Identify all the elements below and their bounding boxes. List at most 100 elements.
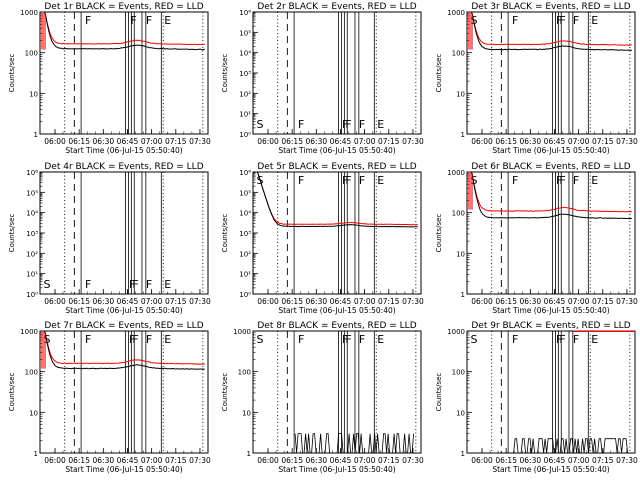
x-tick-label: 07:00 (354, 137, 376, 146)
series-events-line (468, 171, 632, 220)
y-tick-label: 10⁰ (26, 291, 38, 299)
y-axis-label: Counts/sec (435, 54, 443, 93)
x-tick-label: 07:00 (141, 456, 163, 465)
x-tick-label: 06:15 (281, 137, 303, 146)
y-tick-label: 100 (238, 369, 251, 377)
x-axis-label: Start Time (06-Jul-15 05:50:40) (492, 465, 609, 474)
marker-letter-F: F (556, 174, 562, 187)
x-axis-label: Start Time (06-Jul-15 05:50:40) (492, 306, 609, 315)
plot-frame (466, 330, 636, 454)
y-axis-label: Counts/sec (8, 54, 16, 93)
y-tick-label: 10 (456, 90, 465, 98)
x-tick-label: 06:30 (93, 137, 115, 146)
marker-letter-S: S (256, 333, 263, 346)
y-tick-label: 10⁵ (239, 29, 251, 37)
series-lld-line (468, 171, 632, 213)
x-tick-label: 06:00 (44, 297, 66, 306)
series-events-line (254, 171, 418, 228)
marker-letter-S: S (470, 333, 477, 346)
plot-frame (39, 11, 209, 135)
y-tick-label: 1000 (447, 169, 465, 177)
marker-letter-S: S (470, 174, 477, 187)
y-tick-label: 10⁴ (26, 210, 38, 218)
marker-letter-F: F (342, 333, 348, 346)
x-tick-label: 06:15 (281, 456, 303, 465)
series-events-line (41, 11, 205, 51)
x-tick-label: 06:15 (281, 297, 303, 306)
y-tick-label: 1000 (20, 9, 38, 17)
marker-letter-F: F (132, 278, 138, 291)
panel-title: Det 7r BLACK = Events, RED = LLD (44, 321, 203, 331)
x-tick-label: 06:00 (471, 297, 493, 306)
panel-det-9r: Det 9r BLACK = Events, RED = LLD 1 10 100 10… (435, 321, 638, 474)
y-tick-label: 10¹ (239, 271, 251, 279)
marker-letter-E: E (377, 333, 384, 346)
series-events-line (294, 433, 414, 454)
marker-letter-F: F (345, 333, 351, 346)
x-axis-label: Start Time (06-Jul-15 05:50:40) (278, 146, 395, 155)
x-tick-label: 07:30 (616, 137, 638, 146)
x-tick-label: 07:15 (378, 137, 400, 146)
y-tick-label: 1 (34, 131, 38, 139)
y-axis-label: Counts/sec (221, 54, 229, 93)
x-tick-label: 06:45 (330, 137, 352, 146)
panel-title: Det 8r BLACK = Events, RED = LLD (257, 321, 416, 331)
panel-det-3r: Det 3r BLACK = Events, RED = LLD 1 10 100 10… (435, 2, 638, 155)
marker-letter-F: F (146, 14, 152, 27)
y-tick-label: 10³ (26, 230, 38, 238)
marker-letter-F: F (556, 14, 562, 27)
y-tick-label: 100 (452, 50, 465, 58)
y-tick-label: 1 (247, 450, 251, 458)
marker-letter-S: S (256, 118, 263, 131)
y-axis-label: Counts/sec (221, 214, 229, 253)
x-tick-label: 07:15 (378, 297, 400, 306)
y-tick-label: 10² (239, 90, 251, 98)
marker-letter-F: F (359, 333, 365, 346)
marker-letter-F: F (146, 278, 152, 291)
y-tick-label: 10⁵ (239, 189, 251, 197)
series-events-line (41, 330, 205, 370)
marker-letter-F: F (559, 14, 565, 27)
y-tick-label: 1000 (233, 328, 251, 336)
panel-det-4r: Det 4r BLACK = Events, RED = LLD 10⁰ 10¹ 10… (8, 162, 211, 315)
marker-letter-E: E (377, 118, 384, 131)
y-tick-label: 1 (34, 450, 38, 458)
panel-title: Det 3r BLACK = Events, RED = LLD (471, 2, 630, 12)
x-tick-label: 07:00 (141, 137, 163, 146)
x-tick-label: 06:15 (68, 456, 90, 465)
y-axis-label: Counts/sec (8, 373, 16, 412)
x-tick-label: 06:30 (306, 297, 328, 306)
x-tick-label: 06:45 (117, 297, 139, 306)
y-tick-label: 10⁵ (26, 189, 38, 197)
marker-letter-F: F (129, 278, 135, 291)
marker-letter-F: F (85, 333, 91, 346)
plot-frame (252, 171, 422, 295)
initial-spike (41, 332, 46, 369)
series-lld-line (254, 171, 418, 226)
y-tick-label: 1000 (447, 9, 465, 17)
x-tick-label: 06:30 (306, 456, 328, 465)
marker-letter-E: E (164, 14, 171, 27)
y-tick-label: 100 (452, 369, 465, 377)
panel-det-8r: Det 8r BLACK = Events, RED = LLD 1 10 100 10… (221, 321, 424, 474)
marker-letter-F: F (298, 174, 304, 187)
marker-letter-E: E (591, 174, 598, 187)
x-axis-label: Start Time (06-Jul-15 05:50:40) (65, 306, 182, 315)
panel-title: Det 2r BLACK = Events, RED = LLD (257, 2, 416, 12)
initial-spike (468, 173, 473, 210)
y-tick-label: 10⁶ (239, 169, 251, 177)
x-tick-label: 06:30 (520, 297, 542, 306)
x-axis-label: Start Time (06-Jul-15 05:50:40) (65, 465, 182, 474)
marker-letter-F: F (573, 14, 579, 27)
x-tick-label: 06:15 (495, 456, 517, 465)
marker-letter-F: F (512, 14, 518, 27)
x-tick-label: 06:15 (68, 297, 90, 306)
panel-det-5r: Det 5r BLACK = Events, RED = LLD 10⁰ 10¹ 10… (221, 162, 424, 315)
panel-det-2r: Det 2r BLACK = Events, RED = LLD 10⁰ 10¹ 10… (221, 2, 424, 155)
x-tick-label: 07:30 (402, 297, 424, 306)
x-tick-label: 07:30 (402, 137, 424, 146)
x-tick-label: 07:00 (354, 297, 376, 306)
y-tick-label: 10 (456, 409, 465, 417)
y-axis-label: Counts/sec (8, 214, 16, 253)
y-axis-label: Counts/sec (435, 214, 443, 253)
